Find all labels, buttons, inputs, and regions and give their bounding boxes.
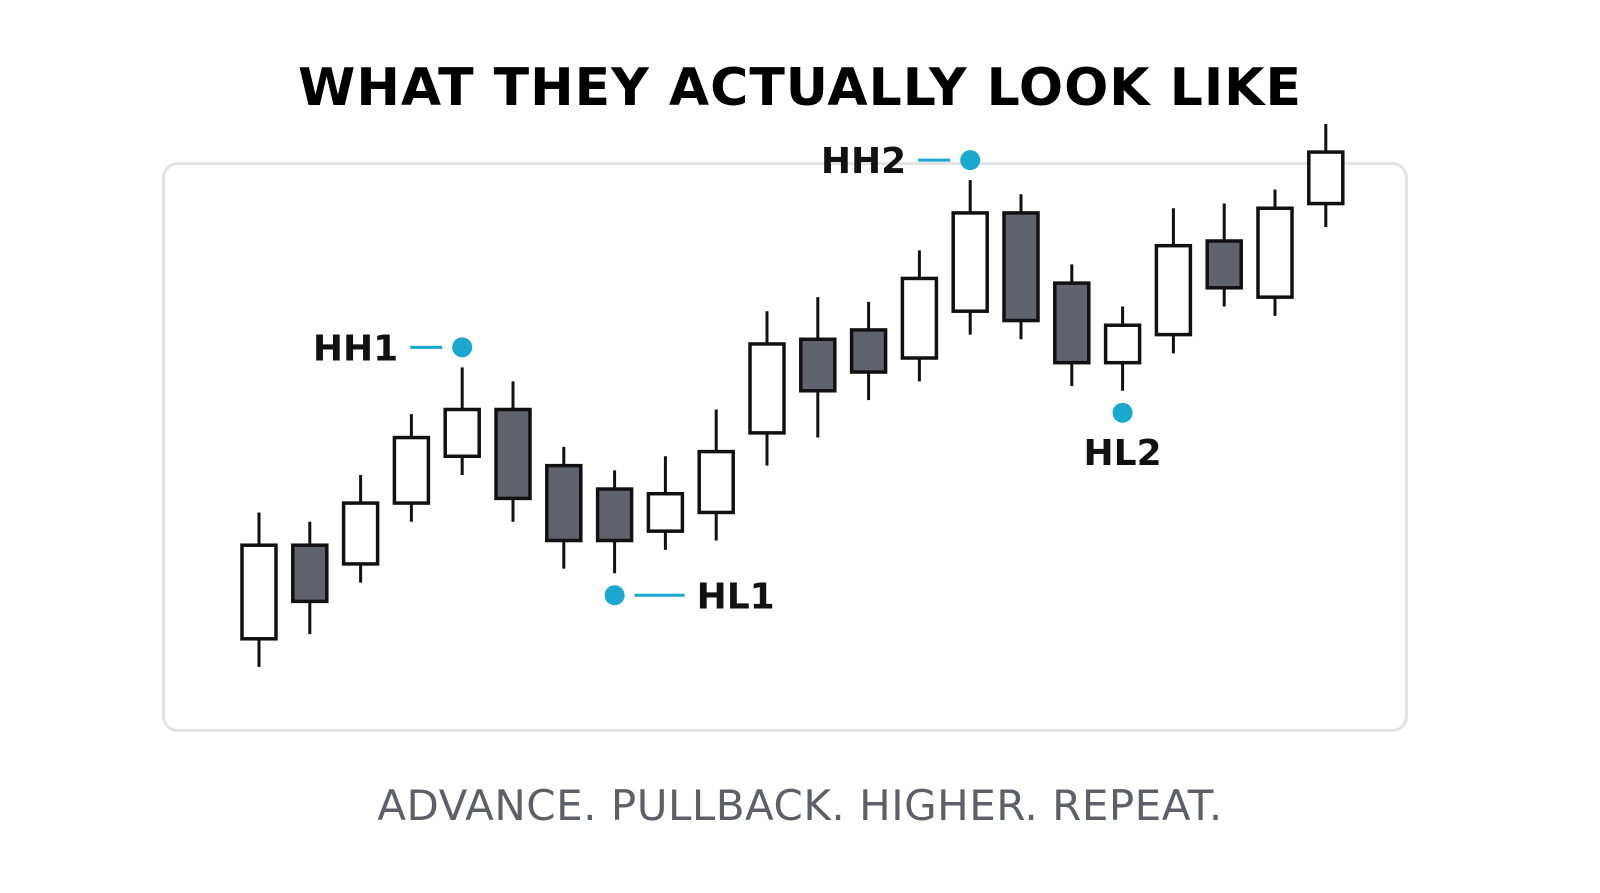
- bearish-candle-20: [1205, 239, 1243, 290]
- bullish-candle-4: [392, 435, 431, 505]
- annotation-hl2-label: HL2: [1084, 433, 1162, 474]
- bearish-candle-6: [494, 407, 532, 501]
- annotation-hl1-label: HL1: [697, 576, 775, 617]
- bearish-candle-2: [291, 543, 329, 604]
- bullish-candle-21: [1256, 206, 1294, 299]
- bullish-candle-10: [697, 449, 735, 515]
- bullish-candle-11: [748, 342, 786, 435]
- bearish-candle-17: [1053, 281, 1091, 365]
- bearish-candle-8: [595, 487, 634, 543]
- annotation-hh1-label: HH1: [313, 328, 398, 369]
- bullish-candle-1: [240, 543, 278, 641]
- bearish-candle-12: [799, 337, 837, 393]
- annotation-hl1-marker: [604, 585, 625, 606]
- bullish-candle-3: [341, 501, 380, 566]
- chart-subtitle: ADVANCE. PULLBACK. HIGHER. REPEAT.: [377, 781, 1223, 830]
- page-title: WHAT THEY ACTUALLY LOOK LIKE: [298, 58, 1302, 118]
- bullish-candle-5: [443, 407, 481, 459]
- bearish-candle-7: [545, 463, 583, 543]
- annotation-hl2-marker: [1112, 402, 1133, 423]
- chart-frame: [162, 162, 1408, 732]
- bearish-candle-13: [849, 328, 888, 374]
- bullish-candle-14: [900, 276, 939, 360]
- bullish-candle-22: [1307, 150, 1345, 206]
- bullish-candle-19: [1154, 243, 1193, 337]
- bullish-candle-15: [951, 211, 989, 313]
- bearish-candle-16: [1002, 211, 1040, 323]
- annotation-hh2-marker: [960, 150, 981, 171]
- bullish-candle-18: [1103, 323, 1142, 365]
- annotation-hh2-label: HH2: [821, 141, 906, 182]
- bullish-candle-9: [646, 491, 685, 533]
- annotation-hh1-marker: [452, 337, 473, 358]
